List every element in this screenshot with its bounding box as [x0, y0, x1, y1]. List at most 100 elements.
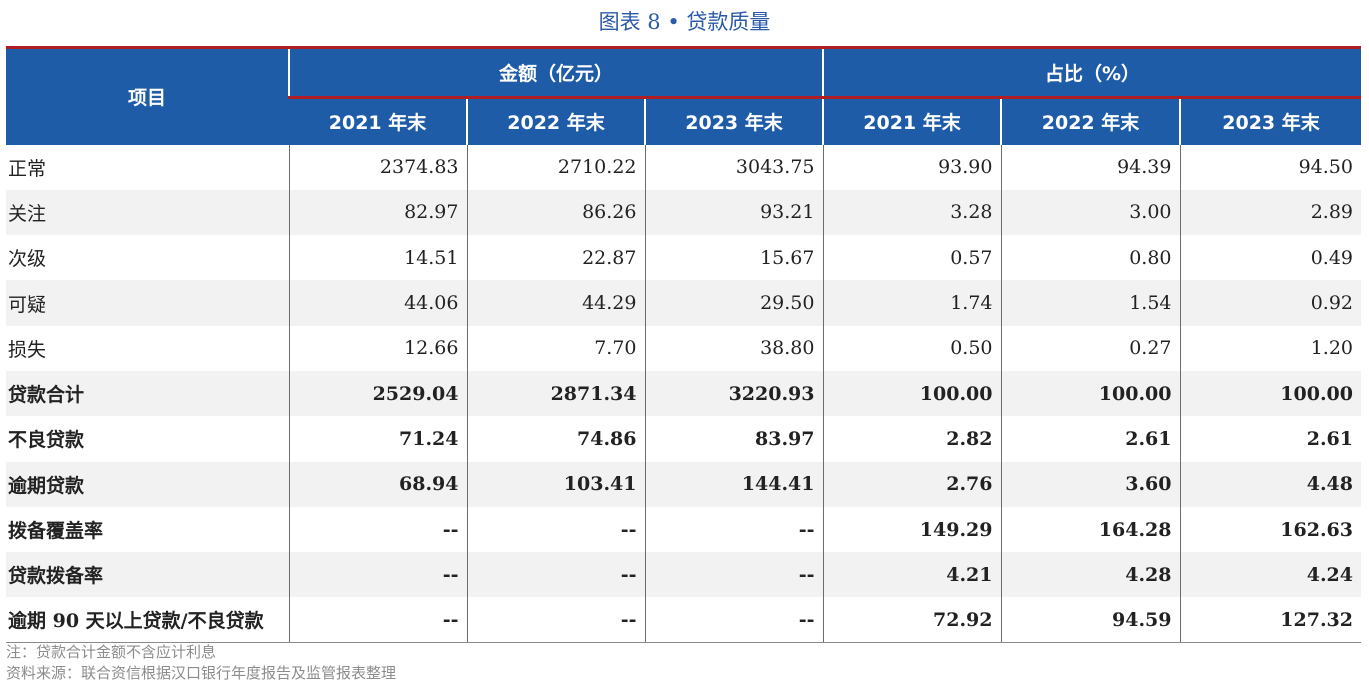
table-cell: --: [288, 597, 467, 644]
table-cell: 144.41: [644, 461, 823, 507]
row-label: 拨备覆盖率: [8, 520, 104, 543]
table-cell: 4.21: [822, 552, 1001, 598]
table-row: 逾期 90 天以上贷款/不良贷款 -- -- -- 72.92 94.59 127.32: [6, 597, 1361, 644]
table-cell: 2.61: [1000, 416, 1180, 462]
table-cell: 2529.04: [288, 370, 467, 417]
table-cell: 1.20: [1179, 325, 1361, 371]
table-cell: --: [466, 506, 645, 553]
table-cell: 15.67: [644, 235, 823, 281]
table-row: 不良贷款 71.24 74.86 83.97 2.82 2.61 2.61: [6, 416, 1361, 462]
row-label: 贷款拨备率: [6, 552, 289, 598]
chart-title: 图表 8 • 贷款质量: [598, 10, 771, 34]
table-body: 正常 2374.83 2710.22 3043.75 93.90 94.39 94.50 关注…: [6, 144, 1361, 644]
header-year-amount-2022: 2022 年末: [466, 97, 645, 145]
table-cell: 1.54: [1000, 280, 1180, 326]
table-cell: 4.24: [1179, 552, 1361, 598]
table-cell: 22.87: [466, 235, 645, 281]
table-cell: --: [288, 506, 467, 553]
table-cell: --: [288, 552, 467, 598]
table-cell: --: [644, 552, 823, 598]
table-cell: 3.60: [1000, 461, 1180, 507]
header-year-share-2022: 2022 年末: [1000, 97, 1180, 145]
table-cell: 100.00: [1179, 370, 1361, 417]
table-cell: 0.50: [822, 325, 1001, 371]
table-cell: 4.48: [1179, 461, 1361, 507]
table-cell: 0.27: [1000, 325, 1180, 371]
table-cell: 164.28: [1000, 506, 1180, 553]
table-cell: --: [466, 597, 645, 644]
table-cell: 1.74: [822, 280, 1001, 326]
table-cell: 100.00: [822, 370, 1001, 417]
table-cell: 44.06: [288, 280, 467, 326]
table-cell: 0.49: [1179, 235, 1361, 281]
row-label: 次级: [8, 248, 47, 271]
table-cell: 103.41: [466, 461, 645, 507]
table-cell: 2710.22: [466, 144, 645, 190]
table-cell: 162.63: [1179, 506, 1361, 553]
header-year-share-2021: 2021 年末: [822, 97, 1001, 145]
table-cell: 94.50: [1179, 144, 1361, 190]
table-cell: 82.97: [288, 189, 467, 236]
table-cell: 2.89: [1179, 189, 1361, 236]
table-cell: 3043.75: [644, 144, 823, 190]
table-cell: 83.97: [644, 416, 823, 462]
row-label: 逾期贷款: [6, 461, 289, 507]
table-cell: --: [644, 506, 823, 553]
table-cell: 4.28: [1000, 552, 1180, 598]
table-cell: 71.24: [288, 416, 467, 462]
table-row: 正常 2374.83 2710.22 3043.75 93.90 94.39 94.50: [6, 144, 1361, 190]
table-cell: 68.94: [288, 461, 467, 507]
table-row: 关注 82.97 86.26 93.21 3.28 3.00 2.89: [6, 189, 1361, 236]
header-group-amount: 金额（亿元）: [288, 46, 823, 99]
row-label: 关注: [6, 189, 289, 236]
table-cell: 0.57: [822, 235, 1001, 281]
table-cell: 100.00: [1000, 370, 1180, 417]
table-cell: --: [466, 552, 645, 598]
row-label: 正常: [8, 157, 47, 180]
table-cell: 149.29: [822, 506, 1001, 553]
header-item: 项目: [6, 46, 289, 145]
table-cell: 72.92: [822, 597, 1001, 644]
loan-quality-table: 项目 金额（亿元） 占比（%） 2021 年末 2022 年末 2023 年末 …: [6, 46, 1361, 644]
row-label: 可疑: [6, 280, 289, 326]
header-year-share-2023: 2023 年末: [1179, 97, 1361, 145]
table-cell: 74.86: [466, 416, 645, 462]
table-cell: 7.70: [466, 325, 645, 371]
table-cell: 0.92: [1179, 280, 1361, 326]
table-row: 次级 14.51 22.87 15.67 0.57 0.80 0.49: [6, 235, 1361, 281]
table-cell: 86.26: [466, 189, 645, 236]
footnotes: 注：贷款合计金额不含应计利息 资料来源：联合资信根据汉口银行年度报告及监管报表整…: [6, 642, 396, 684]
table-row: 逾期贷款 68.94 103.41 144.41 2.76 3.60 4.48: [6, 461, 1361, 507]
table-row: 贷款拨备率 -- -- -- 4.21 4.28 4.24: [6, 552, 1361, 598]
table-cell: 2.82: [822, 416, 1001, 462]
row-label: 损失: [8, 338, 47, 361]
row-label: 逾期 90 天以上贷款/不良贷款: [6, 597, 289, 644]
header-year-amount-2021: 2021 年末: [289, 97, 467, 145]
table-row: 贷款合计 2529.04 2871.34 3220.93 100.00 100.00 100…: [6, 370, 1361, 417]
table-cell: 2.61: [1179, 416, 1361, 462]
table-cell: 2871.34: [466, 370, 645, 417]
note-text: 注：贷款合计金额不含应计利息: [6, 643, 217, 661]
header-year-amount-2023: 2023 年末: [644, 97, 823, 145]
header-group-share: 占比（%）: [822, 46, 1361, 99]
table-cell: 14.51: [288, 235, 467, 281]
table-cell: 29.50: [644, 280, 823, 326]
row-label: 不良贷款: [8, 429, 85, 452]
table-cell: 12.66: [288, 325, 467, 371]
source-text: 资料来源：联合资信根据汉口银行年度报告及监管报表整理: [6, 664, 397, 682]
table-cell: 2.76: [822, 461, 1001, 507]
table-cell: 44.29: [466, 280, 645, 326]
table-cell: 127.32: [1179, 597, 1361, 644]
table-cell: 93.90: [822, 144, 1001, 190]
table-cell: 93.21: [644, 189, 823, 236]
table-cell: 2374.83: [288, 144, 467, 190]
table-row: 损失 12.66 7.70 38.80 0.50 0.27 1.20: [6, 325, 1361, 371]
table-cell: 3.00: [1000, 189, 1180, 236]
table-cell: 3.28: [822, 189, 1001, 236]
table-cell: 94.59: [1000, 597, 1180, 644]
table-cell: 0.80: [1000, 235, 1180, 281]
row-label: 贷款合计: [6, 370, 289, 417]
table-cell: --: [644, 597, 823, 644]
table-cell: 94.39: [1000, 144, 1180, 190]
table-row: 可疑 44.06 44.29 29.50 1.74 1.54 0.92: [6, 280, 1361, 326]
